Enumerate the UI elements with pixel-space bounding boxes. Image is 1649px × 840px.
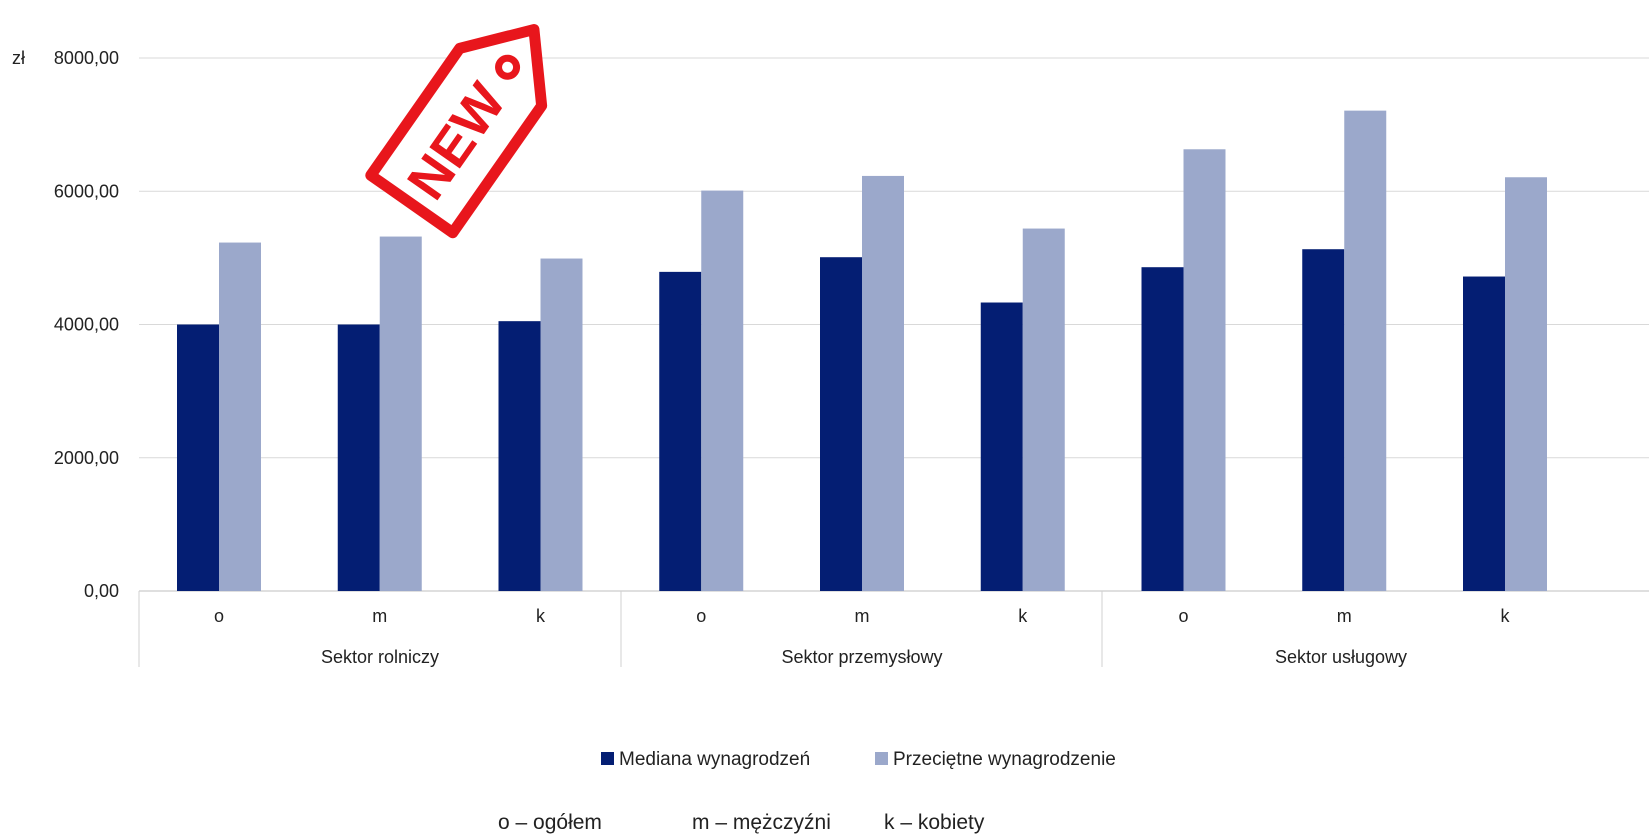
bar-mediana xyxy=(177,324,219,591)
legend-label-przecietne: Przeciętne wynagrodzenie xyxy=(893,749,1116,770)
y-tick-label: 0,00 xyxy=(84,581,119,601)
legend-label-mediana: Mediana wynagrodzeń xyxy=(619,749,810,770)
note-o: o – ogółem xyxy=(498,811,602,834)
legend-swatch-mediana xyxy=(601,752,614,765)
bar-przecietne xyxy=(701,190,744,592)
y-tick-label: 6000,00 xyxy=(54,181,119,201)
note-m: m – mężczyźni xyxy=(692,811,831,834)
bar-przecietne xyxy=(219,242,261,591)
bar-przecietne xyxy=(540,258,583,591)
x-group-label: Sektor przemysłowy xyxy=(781,647,942,667)
new-stamp-icon: NEW xyxy=(365,24,548,239)
bar-przecietne xyxy=(862,175,904,591)
bar-mediana xyxy=(337,324,380,591)
x-category-label: k xyxy=(1501,606,1511,626)
x-category-label: m xyxy=(855,606,870,626)
x-category-label: m xyxy=(1337,606,1352,626)
abbreviation-note: o – ogółem m – mężczyźni k – kobiety xyxy=(498,811,985,834)
x-axis-categories: o m k o m k o m k Sektor rolniczy Sektor przemysło… xyxy=(138,591,1511,667)
legend: Mediana wynagrodzeń Przeciętne wynagrodz… xyxy=(601,749,1116,770)
y-tick-label: 4000,00 xyxy=(54,315,119,335)
legend-swatch-przecietne xyxy=(875,752,888,765)
bar-mediana xyxy=(659,271,702,591)
bar-mediana xyxy=(498,321,541,591)
bars xyxy=(177,110,1547,592)
x-category-label: o xyxy=(214,606,224,626)
bar-przecietne xyxy=(1505,177,1547,592)
bar-przecietne xyxy=(1344,110,1387,591)
x-category-label: m xyxy=(372,606,387,626)
y-unit-label: zł xyxy=(12,48,25,68)
x-group-label: Sektor rolniczy xyxy=(321,647,439,667)
y-tick-label: 8000,00 xyxy=(54,48,119,68)
bar-mediana xyxy=(1463,276,1505,591)
x-category-label: o xyxy=(696,606,706,626)
bar-przecietne xyxy=(1022,228,1065,591)
bar-mediana xyxy=(1141,267,1184,591)
bar-mediana xyxy=(980,302,1023,591)
y-axis: zł 0,00 2000,00 4000,00 6000,00 8000,00 xyxy=(12,48,119,601)
x-category-label: k xyxy=(536,606,546,626)
y-tick-label: 2000,00 xyxy=(54,448,119,468)
bar-mediana xyxy=(1302,249,1345,591)
x-category-label: k xyxy=(1018,606,1028,626)
x-category-label: o xyxy=(1178,606,1188,626)
x-group-label: Sektor usługowy xyxy=(1275,647,1407,667)
note-k: k – kobiety xyxy=(884,811,985,834)
bar-przecietne xyxy=(1183,149,1226,591)
bar-mediana xyxy=(820,257,862,591)
bar-przecietne xyxy=(379,236,422,591)
